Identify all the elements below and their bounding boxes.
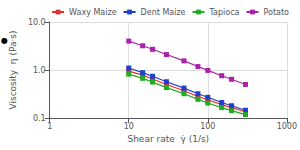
svg-text:Dent Maize: Dent Maize — [141, 8, 186, 17]
svg-text:1000: 1000 — [277, 122, 297, 131]
svg-text:1.0: 1.0 — [33, 66, 46, 75]
svg-text:1: 1 — [47, 122, 52, 131]
svg-text:Waxy Maize: Waxy Maize — [69, 8, 117, 17]
svg-text:100: 100 — [200, 122, 215, 131]
svg-text:10: 10 — [124, 122, 134, 131]
svg-text:Shear rate γ̇ (1/s): Shear rate γ̇ (1/s) — [127, 134, 209, 144]
svg-text:Potato: Potato — [263, 8, 289, 17]
svg-text:Viscosity η (Pa·s): Viscosity η (Pa·s) — [8, 30, 18, 109]
svg-text:10.0: 10.0 — [28, 18, 46, 27]
svg-text:Tapioca: Tapioca — [209, 8, 240, 17]
svg-text:0.1: 0.1 — [33, 114, 46, 123]
